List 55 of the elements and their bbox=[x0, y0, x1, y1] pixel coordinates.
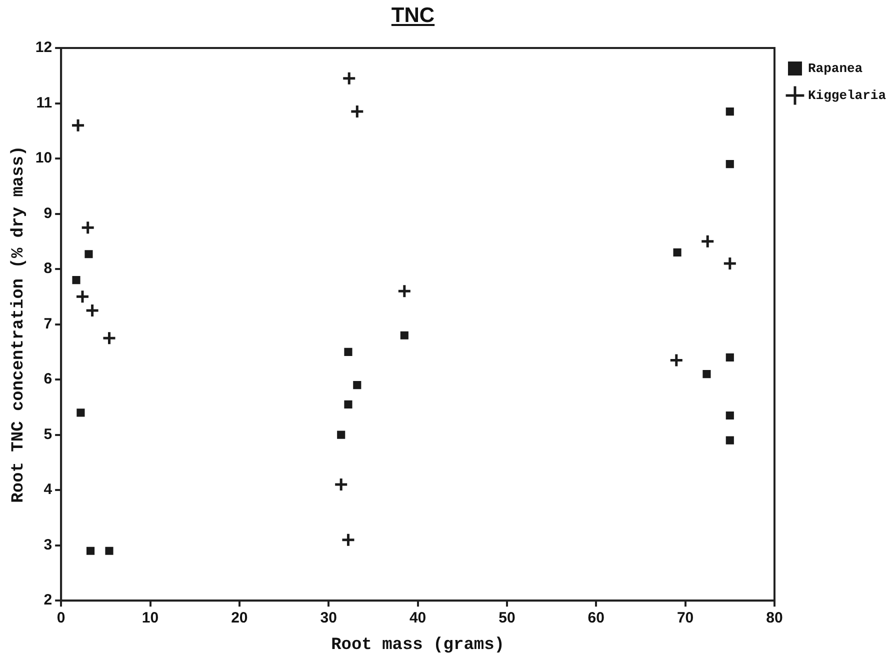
y-tick-label: 8 bbox=[44, 260, 52, 278]
point bbox=[75, 289, 90, 304]
x-tick-label: 70 bbox=[676, 610, 694, 627]
legend-label: Kiggelaria bbox=[808, 88, 886, 103]
y-axis-title: Root TNC concentration (% dry mass) bbox=[9, 146, 28, 503]
point bbox=[84, 250, 93, 258]
y-tick-label: 12 bbox=[35, 39, 52, 56]
y-tick-label: 4 bbox=[44, 481, 53, 498]
point bbox=[80, 220, 96, 235]
y-tick-label: 6 bbox=[44, 370, 52, 388]
y-tick-label: 9 bbox=[44, 204, 52, 222]
x-tick-label: 80 bbox=[766, 610, 783, 627]
point bbox=[72, 276, 80, 284]
point bbox=[722, 256, 738, 271]
y-tick-label: 7 bbox=[44, 315, 52, 332]
chart-title: TNC bbox=[390, 4, 436, 28]
point bbox=[105, 546, 114, 555]
point bbox=[85, 303, 100, 318]
point bbox=[70, 118, 86, 133]
x-axis-title: Root mass (grams) bbox=[331, 636, 505, 656]
point bbox=[76, 408, 85, 417]
legend-label: Rapanea bbox=[808, 60, 863, 76]
x-tick-label: 40 bbox=[409, 610, 426, 627]
point bbox=[340, 532, 356, 548]
x-tick-label: 60 bbox=[588, 610, 604, 627]
point bbox=[334, 477, 348, 492]
point bbox=[702, 370, 711, 378]
x-tick-label: 50 bbox=[498, 610, 516, 627]
point bbox=[344, 348, 352, 356]
point bbox=[673, 248, 682, 256]
point bbox=[669, 352, 684, 368]
x-tick-label: 30 bbox=[320, 610, 337, 627]
point bbox=[102, 330, 116, 346]
point bbox=[344, 400, 352, 408]
point bbox=[726, 353, 734, 362]
point bbox=[700, 234, 715, 249]
point bbox=[350, 104, 364, 119]
y-tick-label: 2 bbox=[44, 592, 52, 609]
point bbox=[397, 284, 412, 298]
point bbox=[353, 381, 362, 390]
point bbox=[400, 331, 408, 340]
point bbox=[726, 160, 734, 168]
point bbox=[726, 108, 734, 116]
point bbox=[342, 71, 356, 86]
y-tick-label: 11 bbox=[36, 94, 52, 112]
point bbox=[337, 430, 346, 439]
point bbox=[86, 546, 95, 555]
x-tick-label: 20 bbox=[231, 610, 248, 627]
x-tick-label: 0 bbox=[56, 610, 66, 627]
x-tick-label: 10 bbox=[142, 610, 159, 627]
y-tick-label: 3 bbox=[44, 536, 52, 554]
y-tick-label: 5 bbox=[44, 426, 52, 443]
y-tick-label: 10 bbox=[35, 150, 52, 167]
point bbox=[726, 436, 734, 444]
point bbox=[726, 411, 734, 420]
